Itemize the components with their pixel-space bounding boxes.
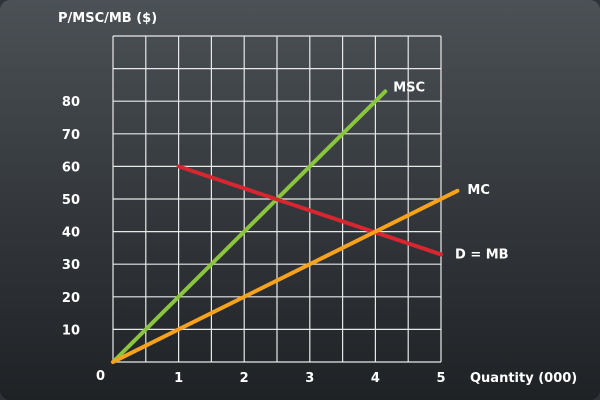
x-tick-label: 5 xyxy=(436,371,445,386)
series-label-d-mb: D = MB xyxy=(455,247,509,262)
x-tick-label: 1 xyxy=(174,371,183,386)
origin-label: 0 xyxy=(96,369,105,384)
x-tick-label: 3 xyxy=(305,371,314,386)
x-tick-label: 4 xyxy=(371,371,380,386)
series-label-mc: MC xyxy=(467,183,489,198)
series-label-msc: MSC xyxy=(393,80,425,95)
y-tick-label: 40 xyxy=(62,226,80,241)
grid xyxy=(112,35,442,363)
y-axis-title: P/MSC/MB ($) xyxy=(58,11,157,26)
series-line-d-mb xyxy=(176,164,443,257)
x-axis-title: Quantity (000) xyxy=(470,371,577,386)
y-tick-label: 80 xyxy=(62,95,80,110)
tick-labels: 1 2 3 4 5 10 20 30 40 50 60 70 80 xyxy=(62,95,446,386)
y-tick-label: 10 xyxy=(62,323,80,338)
y-tick-label: 50 xyxy=(62,193,80,208)
series-layer: MSC D = MB MC xyxy=(111,80,509,364)
series-line-msc xyxy=(111,89,388,364)
y-tick-label: 30 xyxy=(62,258,80,273)
y-tick-label: 70 xyxy=(62,128,80,143)
y-tick-label: 60 xyxy=(62,160,80,175)
x-tick-label: 2 xyxy=(240,371,249,386)
series-line-mc xyxy=(111,188,460,364)
y-tick-label: 20 xyxy=(62,291,80,306)
